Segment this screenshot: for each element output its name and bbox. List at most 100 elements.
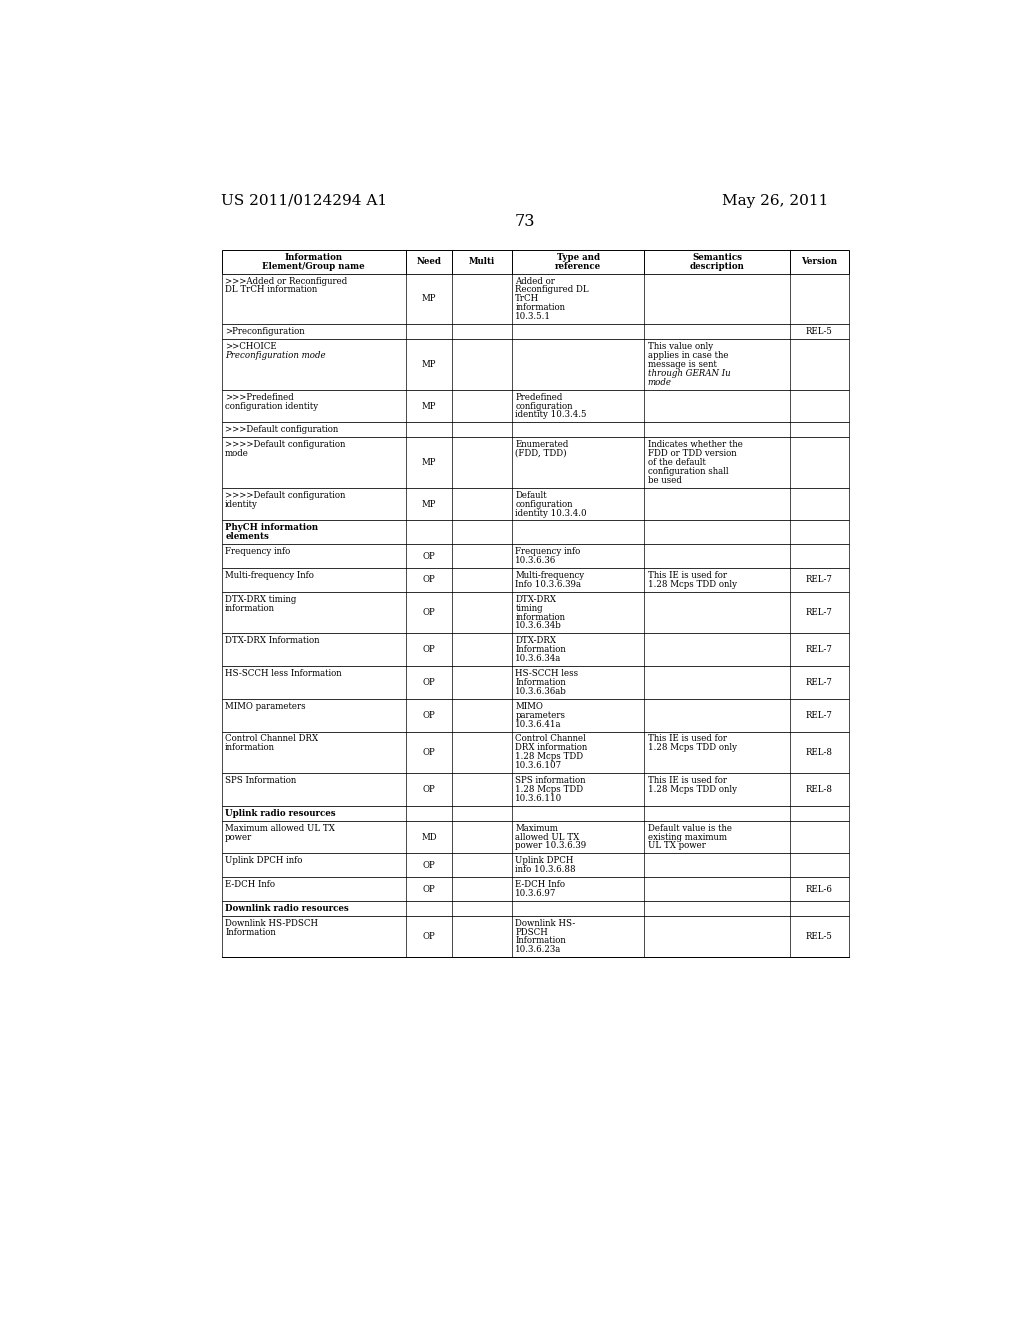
Text: >>>>Default configuration: >>>>Default configuration (225, 491, 345, 500)
Text: 10.3.6.107: 10.3.6.107 (515, 762, 562, 771)
Text: Preconfiguration mode: Preconfiguration mode (225, 351, 326, 360)
Bar (221, 900, 849, 916)
Text: HS-SCCH less Information: HS-SCCH less Information (225, 669, 342, 678)
Text: Maximum: Maximum (515, 824, 558, 833)
Text: REL-8: REL-8 (806, 748, 833, 756)
Bar (221, 488, 849, 520)
Bar (221, 698, 849, 731)
Text: Uplink radio resources: Uplink radio resources (225, 809, 336, 818)
Text: MP: MP (422, 401, 436, 411)
Text: OP: OP (423, 785, 435, 795)
Text: UL TX power: UL TX power (648, 841, 706, 850)
Text: REL-6: REL-6 (806, 884, 833, 894)
Text: OP: OP (423, 576, 435, 585)
Text: >>CHOICE: >>CHOICE (225, 342, 276, 351)
Text: HS-SCCH less: HS-SCCH less (515, 669, 579, 678)
Text: be used: be used (648, 477, 682, 484)
Text: identity: identity (225, 500, 258, 508)
Text: >>>Added or Reconfigured: >>>Added or Reconfigured (225, 276, 347, 285)
Text: 10.3.6.36ab: 10.3.6.36ab (515, 686, 567, 696)
Text: OP: OP (423, 748, 435, 756)
Text: applies in case the: applies in case the (648, 351, 728, 360)
Text: Multi: Multi (469, 257, 496, 267)
Text: MIMO: MIMO (515, 702, 543, 710)
Text: DTX-DRX Information: DTX-DRX Information (225, 636, 319, 645)
Text: Default value is the: Default value is the (648, 824, 732, 833)
Text: MP: MP (422, 294, 436, 304)
Text: Element/Group name: Element/Group name (262, 261, 366, 271)
Text: OP: OP (423, 552, 435, 561)
Text: This IE is used for: This IE is used for (648, 734, 727, 743)
Text: Default: Default (515, 491, 547, 500)
Text: This value only: This value only (648, 342, 713, 351)
Text: Downlink HS-PDSCH: Downlink HS-PDSCH (225, 919, 318, 928)
Text: of the default: of the default (648, 458, 706, 467)
Text: 1.28 Mcps TDD only: 1.28 Mcps TDD only (648, 579, 737, 589)
Text: power 10.3.6.39: power 10.3.6.39 (515, 841, 587, 850)
Text: through GERAN Iu: through GERAN Iu (648, 368, 730, 378)
Text: REL-7: REL-7 (806, 645, 833, 655)
Bar (221, 273, 849, 325)
Text: DRX information: DRX information (515, 743, 588, 752)
Text: DL TrCH information: DL TrCH information (225, 285, 317, 294)
Text: >>>Default configuration: >>>Default configuration (225, 425, 338, 434)
Text: timing: timing (515, 603, 543, 612)
Text: E-DCH Info: E-DCH Info (225, 880, 275, 890)
Text: OP: OP (423, 678, 435, 686)
Text: Type and: Type and (556, 252, 600, 261)
Text: configuration: configuration (515, 401, 572, 411)
Bar (221, 520, 849, 544)
Bar (221, 731, 849, 774)
Bar (221, 774, 849, 807)
Text: MP: MP (422, 458, 436, 467)
Text: REL-7: REL-7 (806, 710, 833, 719)
Text: Need: Need (417, 257, 441, 267)
Text: (FDD, TDD): (FDD, TDD) (515, 449, 567, 458)
Text: 1.28 Mcps TDD: 1.28 Mcps TDD (515, 752, 584, 762)
Text: Maximum allowed UL TX: Maximum allowed UL TX (225, 824, 335, 833)
Bar (221, 437, 849, 488)
Text: 10.3.6.23a: 10.3.6.23a (515, 945, 561, 954)
Text: identity 10.3.4.5: identity 10.3.4.5 (515, 411, 587, 420)
Text: PDSCH: PDSCH (515, 928, 548, 937)
Bar (221, 591, 849, 634)
Text: >Preconfiguration: >Preconfiguration (225, 327, 305, 337)
Text: 1.28 Mcps TDD only: 1.28 Mcps TDD only (648, 785, 737, 795)
Text: information: information (515, 304, 565, 313)
Text: MIMO parameters: MIMO parameters (225, 702, 306, 710)
Text: OP: OP (423, 861, 435, 870)
Text: configuration shall: configuration shall (648, 467, 728, 477)
Bar (221, 916, 849, 957)
Text: mode: mode (648, 378, 672, 387)
Text: description: description (689, 261, 744, 271)
Text: US 2011/0124294 A1: US 2011/0124294 A1 (221, 194, 387, 207)
Text: Multi-frequency: Multi-frequency (515, 570, 585, 579)
Bar (221, 854, 849, 876)
Text: REL-7: REL-7 (806, 678, 833, 686)
Text: OP: OP (423, 932, 435, 941)
Bar (221, 389, 849, 422)
Text: configuration: configuration (515, 500, 572, 508)
Text: power: power (225, 833, 252, 842)
Text: Enumerated: Enumerated (515, 440, 568, 449)
Text: Control Channel DRX: Control Channel DRX (225, 734, 318, 743)
Bar (221, 325, 849, 339)
Text: 73: 73 (514, 213, 536, 230)
Text: information: information (515, 612, 565, 622)
Text: REL-7: REL-7 (806, 576, 833, 585)
Text: parameters: parameters (515, 710, 565, 719)
Text: Info 10.3.6.39a: Info 10.3.6.39a (515, 579, 582, 589)
Text: Predefined: Predefined (515, 392, 563, 401)
Bar (221, 821, 849, 854)
Text: REL-5: REL-5 (806, 932, 833, 941)
Text: 10.3.6.34a: 10.3.6.34a (515, 655, 561, 663)
Text: Downlink HS-: Downlink HS- (515, 919, 575, 928)
Text: REL-8: REL-8 (806, 785, 833, 795)
Text: Uplink DPCH info: Uplink DPCH info (225, 857, 302, 866)
Text: Added or: Added or (515, 276, 555, 285)
Bar (221, 667, 849, 698)
Text: E-DCH Info: E-DCH Info (515, 880, 565, 890)
Text: Information: Information (285, 252, 343, 261)
Text: REL-7: REL-7 (806, 609, 833, 616)
Text: May 26, 2011: May 26, 2011 (722, 194, 828, 207)
